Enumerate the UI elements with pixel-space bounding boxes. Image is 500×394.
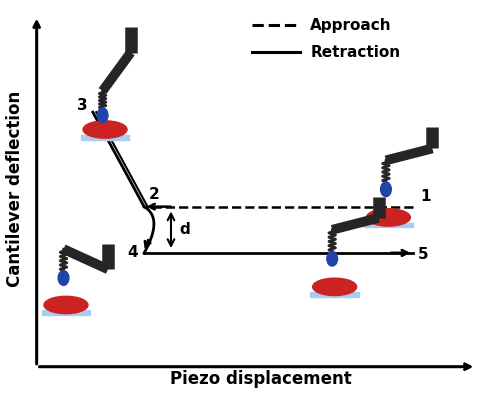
Ellipse shape bbox=[83, 121, 127, 138]
Bar bbox=[42, 310, 90, 315]
Bar bbox=[80, 135, 130, 139]
Ellipse shape bbox=[366, 209, 410, 226]
Bar bbox=[310, 292, 359, 297]
Text: 1: 1 bbox=[420, 189, 430, 204]
Ellipse shape bbox=[312, 278, 356, 296]
Text: Piezo displacement: Piezo displacement bbox=[170, 370, 352, 388]
Ellipse shape bbox=[58, 271, 69, 285]
Text: 4: 4 bbox=[127, 245, 138, 260]
Text: Cantilever deflection: Cantilever deflection bbox=[6, 91, 24, 287]
Text: Retraction: Retraction bbox=[310, 45, 400, 60]
Text: 3: 3 bbox=[78, 98, 88, 113]
Bar bbox=[364, 223, 413, 227]
Text: 5: 5 bbox=[418, 247, 428, 262]
Text: d: d bbox=[180, 222, 190, 237]
Text: Approach: Approach bbox=[310, 18, 392, 33]
Text: 2: 2 bbox=[149, 187, 160, 202]
Ellipse shape bbox=[44, 296, 88, 314]
Ellipse shape bbox=[97, 108, 108, 123]
Ellipse shape bbox=[380, 182, 392, 197]
Ellipse shape bbox=[327, 251, 338, 266]
